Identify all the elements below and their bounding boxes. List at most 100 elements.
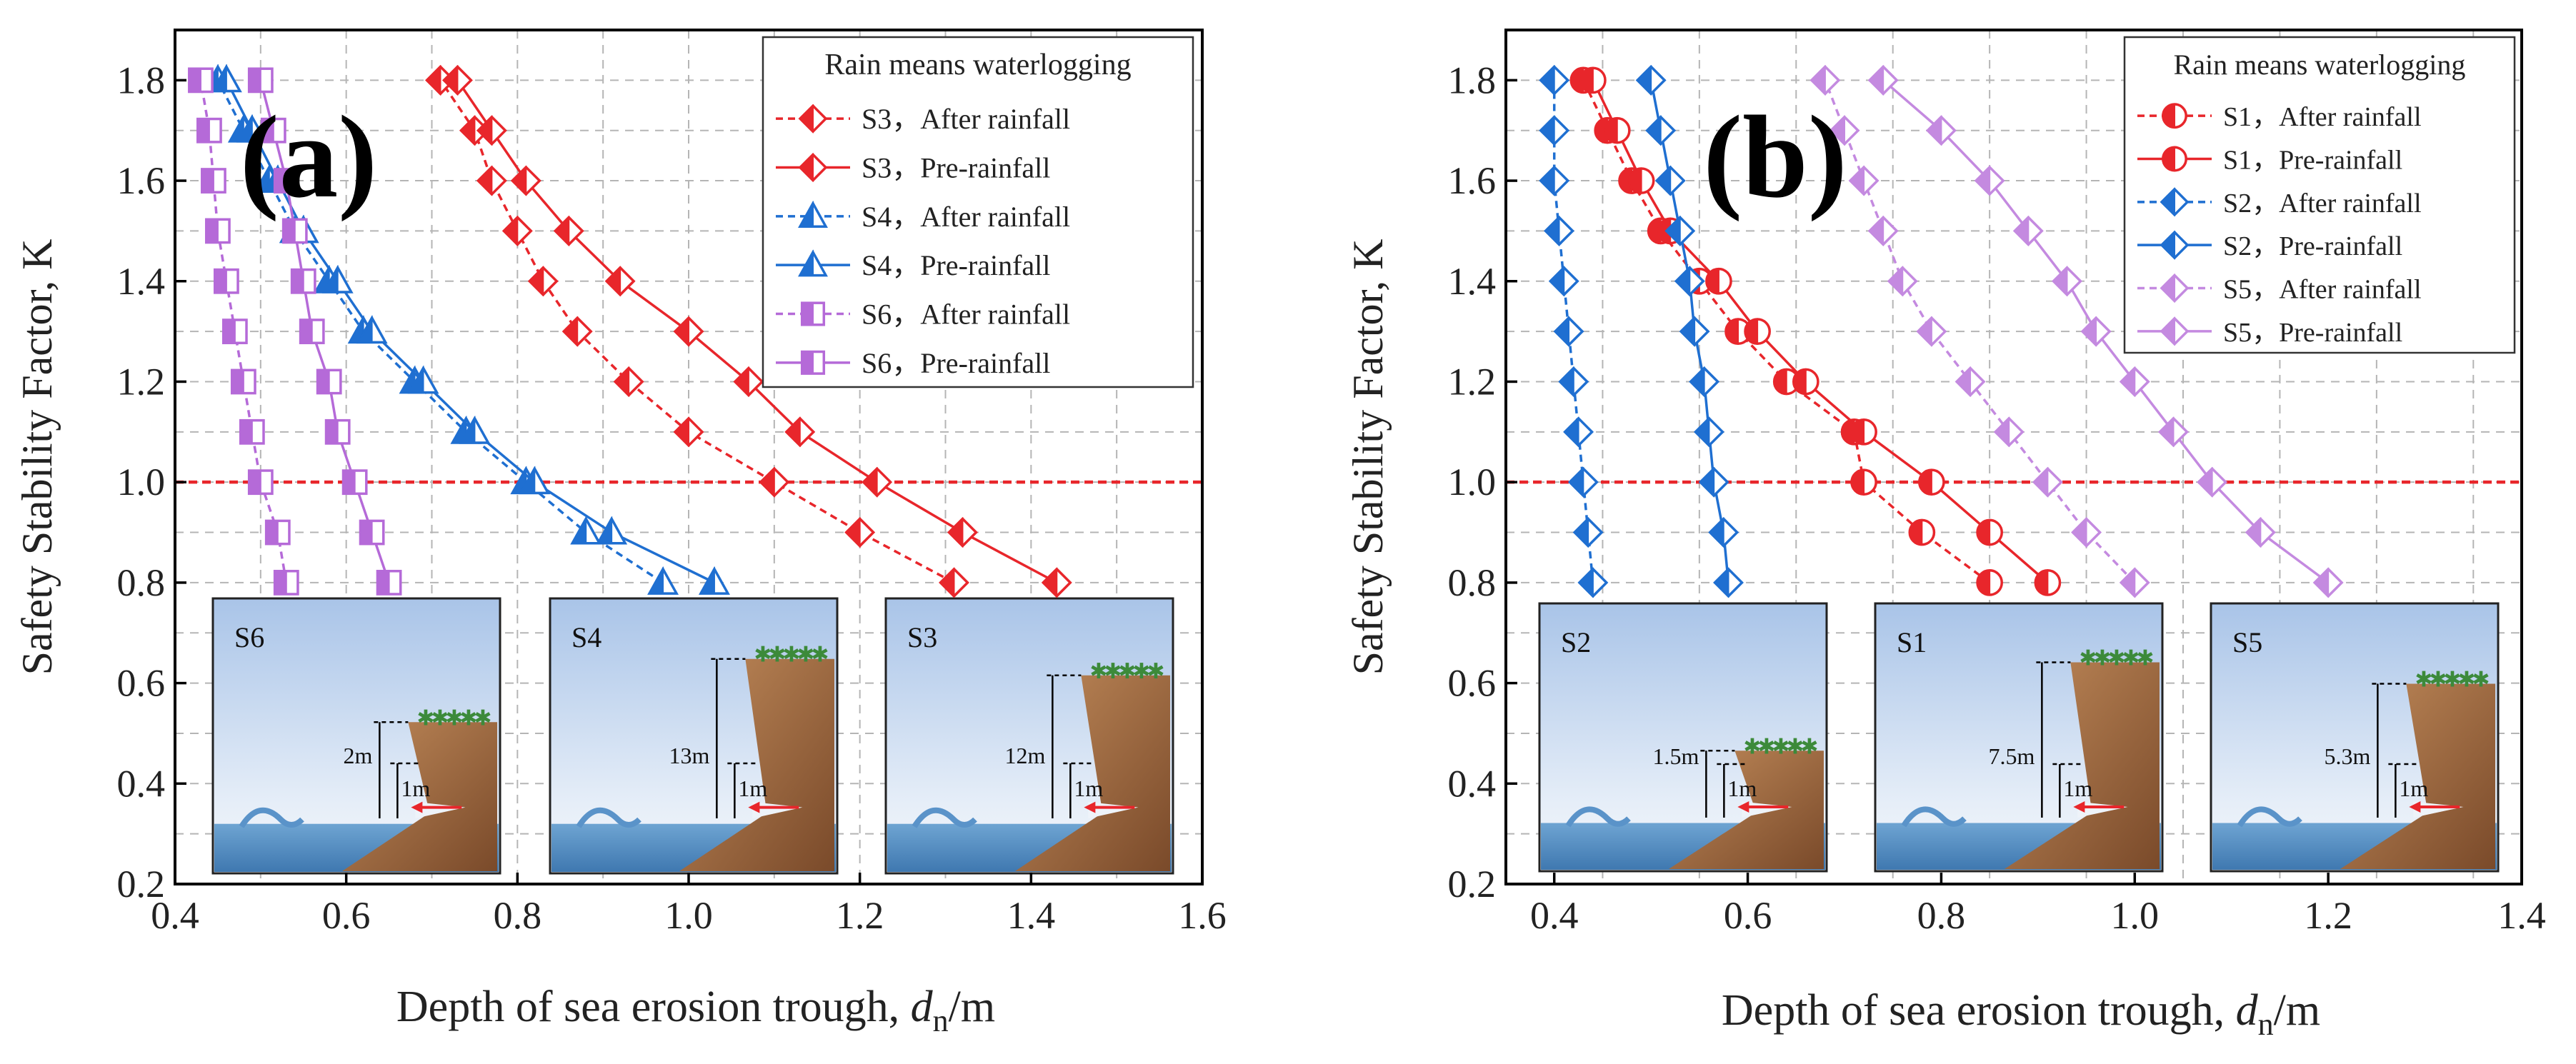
series-line [1824,79,2136,584]
vegetation-icon: ✱ [2415,668,2432,692]
data-point [1974,165,2005,196]
data-point [341,469,368,496]
vegetation-icon: ✱ [1118,660,1136,683]
data-point [604,266,636,297]
vegetation-icon: ✱ [1772,735,1789,758]
wave [576,807,641,828]
data-point [281,218,308,244]
vegetation-icon: ✱ [1089,660,1107,683]
y-axis-label: Safety Stability Factor, K [14,239,61,676]
vegetation-icon: ✱ [2429,668,2447,692]
data-point [613,366,644,397]
data-point [1850,468,1877,496]
data-point [196,117,222,144]
vegetation-icon: ✱ [1786,735,1804,758]
legend: Rain means waterlogging S1，After rainfall… [2123,36,2516,354]
data-point [862,466,893,498]
data-point [673,416,704,448]
x-tick-label: 0.8 [494,894,542,937]
data-point [1850,418,1877,446]
series-2 [1539,64,1609,598]
data-point [1693,416,1724,448]
legend: Rain means waterlogging S3，After rainfall… [762,36,1194,388]
data-point [2080,316,2112,347]
data-point [247,67,274,94]
legend-marker [2160,273,2190,303]
data-point [570,516,602,545]
legend-marker [798,153,828,182]
trough-label: 1m [2399,776,2428,801]
legend-box [2123,36,2516,354]
cliff [1014,675,1170,871]
inset-label: S3 [907,621,937,653]
legend-marker [798,249,828,277]
data-point [1563,416,1594,448]
height-label: 1.5m [1652,743,1699,769]
inset-label: S6 [234,621,264,653]
data-point [1674,266,1705,297]
y-tick-label: 0.4 [117,762,166,805]
vegetation-icon: ✱ [1147,660,1164,683]
wave [1901,806,1967,828]
data-point [1698,466,1729,498]
data-point [647,566,679,595]
series-4 [1809,64,2150,598]
data-point [1744,318,1771,345]
data-point [1848,165,1879,196]
y-tick-label: 0.4 [1448,762,1497,805]
data-point [844,517,876,548]
y-tick-label: 1.0 [117,461,166,503]
legend-marker [798,104,828,134]
legend-entry: S5，After rainfall [2223,275,2422,305]
data-point [673,316,704,347]
vegetation-icon: ✱ [416,706,434,730]
data-point [359,519,385,546]
y-tick-label: 1.6 [1448,159,1497,202]
series-0 [425,64,969,598]
data-point [2197,466,2228,498]
height-label: 13m [669,743,709,768]
arrow-head-icon [411,801,423,813]
y-tick-label: 0.6 [1448,662,1497,705]
panel-tag: (a) [240,91,377,222]
series-5 [247,67,402,596]
cliff [679,658,834,871]
vegetation-icon: ✱ [797,643,814,667]
data-point [214,268,239,294]
vegetation-icon: ✱ [2443,668,2461,692]
data-point [1664,215,1696,246]
x-tick-label: 1.4 [1007,894,1056,937]
vegetation-icon: ✱ [2472,668,2490,692]
legend-marker [800,350,826,375]
legend-marker [798,200,828,228]
vegetation-icon: ✱ [2457,668,2475,692]
y-tick-label: 0.8 [1448,561,1497,604]
vegetation-icon: ✱ [1104,660,1122,683]
vegetation-icon: ✱ [2122,647,2140,671]
data-point [1918,468,1945,496]
data-point [561,316,593,347]
vegetation-icon: ✱ [1800,735,1818,758]
y-tick-label: 1.0 [1448,461,1497,503]
vegetation-icon: ✱ [811,643,829,667]
height-label: 12m [1004,743,1045,768]
data-point [1908,518,1936,546]
y-tick-label: 1.6 [117,159,166,202]
data-point [210,64,242,93]
legend-title: Rain means waterlogging [2174,49,2466,81]
data-point [1809,64,1841,96]
legend-box [762,36,1194,388]
vegetation-icon: ✱ [474,706,491,730]
data-point [260,117,286,144]
series-4 [188,67,299,596]
cliff [2004,662,2160,869]
data-point [264,519,291,546]
data-point [2071,517,2102,548]
panel-tag: (b) [1703,91,1847,222]
legend-marker [2160,187,2190,217]
data-point [1539,64,1570,96]
data-point [356,315,388,344]
